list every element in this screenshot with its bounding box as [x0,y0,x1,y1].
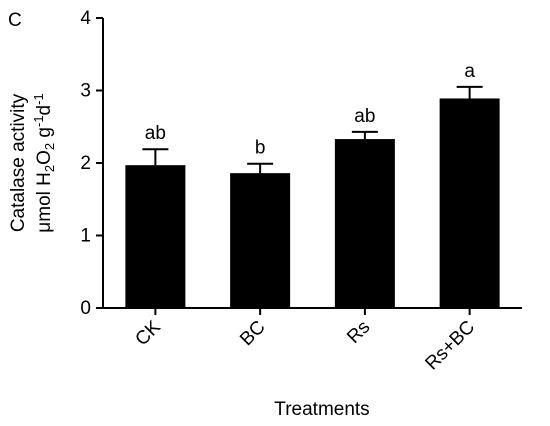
bars: ab b ab a [125,61,500,308]
y-tick-label: 4 [80,8,91,29]
significance-label: a [464,61,475,82]
panel-label: C [8,10,22,31]
y-axis-title: Catalase activity μmol H2O2 g-1d-1 [8,93,57,232]
y-tick-label: 0 [80,298,91,319]
y-axis-title-unit: μmol H2O2 g-1d-1 [31,93,57,232]
x-tick-label: BC [236,317,270,351]
x-tick-label: Rs+BC [421,317,479,375]
y-tick-label: 1 [80,226,91,247]
bar [439,98,500,308]
significance-label: ab [145,123,166,144]
y-tick-label: 3 [80,81,91,102]
y-tick-label: 2 [80,153,91,174]
x-tick-label: Rs [343,317,374,348]
significance-label: b [255,138,266,159]
bar [230,173,291,308]
x-tick-label: CK [131,316,165,350]
y-ticks: 0 1 2 3 4 [80,8,103,319]
significance-label: ab [354,106,375,127]
x-ticks: CK BC Rs Rs+BC [131,308,479,374]
x-axis-title: Treatments [274,399,369,420]
bar [334,139,395,308]
bar [125,165,186,308]
y-axis-title-line1: Catalase activity [8,93,29,232]
